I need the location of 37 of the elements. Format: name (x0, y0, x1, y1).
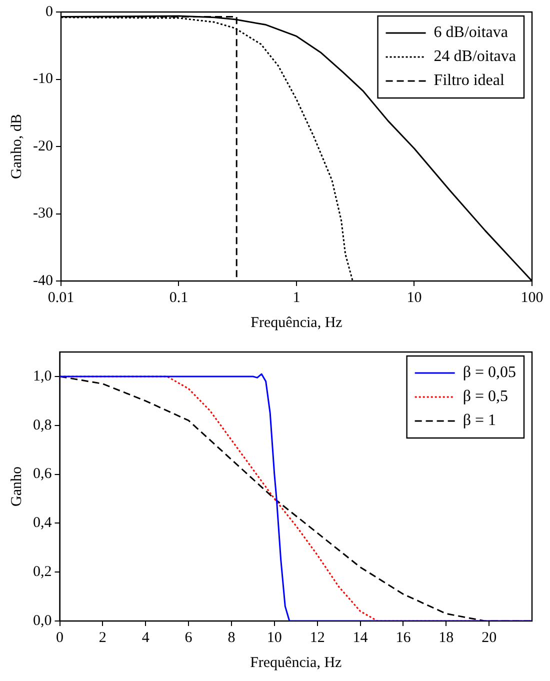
legend-label: β = 1 (462, 412, 496, 430)
y-tick-label: 0,6 (33, 466, 52, 482)
y-tick-label: -40 (32, 272, 53, 289)
y-tick-label: 0,2 (33, 564, 52, 580)
y-tick-label: -20 (32, 138, 53, 154)
x-tick-label: 4 (142, 630, 150, 646)
x-tick-label: 8 (228, 630, 236, 646)
x-tick-label: 0.01 (48, 290, 74, 306)
x-tick-label: 20 (482, 630, 497, 646)
y-tick-label: 0,0 (33, 612, 52, 629)
y-tick-label: -10 (32, 71, 53, 88)
y-tick-label: -30 (32, 206, 53, 222)
x-tick-label: 18 (438, 630, 454, 646)
x-tick-label: 1 (292, 290, 300, 306)
y-tick-label: 0 (45, 4, 53, 20)
y-tick-label: 0,4 (33, 515, 52, 532)
x-tick-label: 6 (184, 630, 193, 646)
x-tick-label: 0 (56, 630, 64, 646)
x-tick-label: 12 (310, 630, 325, 646)
x-tick-label: 100 (520, 290, 544, 306)
legend-label: 24 dB/oitava (434, 48, 516, 66)
legend-label: Filtro ideal (434, 72, 505, 90)
x-axis-title: Frequência, Hz (250, 314, 343, 331)
y-axis-title: Ganho, dB (8, 114, 25, 179)
x-tick-label: 10 (406, 290, 422, 306)
y-tick-label: 1,0 (33, 368, 52, 384)
x-tick-label: 10 (266, 630, 282, 646)
x-tick-label: 14 (352, 630, 368, 646)
y-tick-label: 0,8 (33, 417, 52, 434)
x-tick-label: 0.1 (169, 290, 188, 306)
x-tick-label: 2 (98, 630, 106, 646)
legend-label: β = 0,5 (462, 388, 508, 406)
y-axis-title: Ganho (8, 466, 25, 506)
legend-label: 6 dB/oitava (434, 24, 508, 42)
x-axis-title: Frequência, Hz (250, 654, 342, 671)
legend-label: β = 0,05 (462, 364, 516, 382)
x-tick-label: 16 (396, 630, 412, 646)
